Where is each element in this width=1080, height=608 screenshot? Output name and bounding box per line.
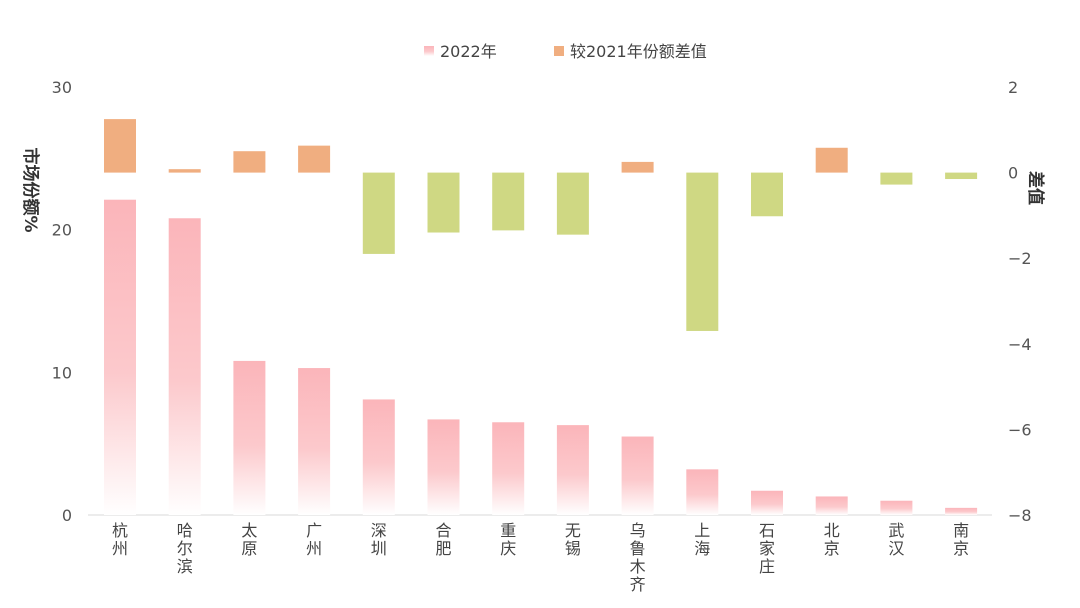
right-tick-label: 0 bbox=[1008, 164, 1018, 183]
category-label: 深圳 bbox=[371, 521, 387, 558]
share-bar bbox=[880, 500, 913, 515]
category-label: 哈尔滨 bbox=[177, 521, 193, 576]
category-label: 乌鲁木齐 bbox=[630, 521, 646, 594]
diff-bar bbox=[233, 151, 266, 173]
right-tick-label: 2 bbox=[1008, 78, 1018, 97]
diff-bar bbox=[880, 172, 913, 185]
right-tick-label: −8 bbox=[1008, 506, 1032, 525]
left-axis: 0 10 20 30 bbox=[52, 78, 72, 525]
share-bars bbox=[104, 199, 978, 515]
category-label: 石家庄 bbox=[759, 521, 775, 576]
share-bar bbox=[751, 490, 783, 515]
left-tick-label: 0 bbox=[62, 506, 72, 525]
share-bar bbox=[104, 199, 136, 515]
diff-bar bbox=[492, 172, 525, 231]
share-bar bbox=[945, 507, 978, 515]
share-bar bbox=[492, 422, 525, 515]
category-label: 杭州 bbox=[112, 521, 128, 558]
right-axis: 2 0 −2 −4 −6 −8 bbox=[1008, 78, 1032, 525]
share-bar bbox=[686, 469, 719, 515]
share-bar bbox=[298, 368, 331, 515]
diff-bar bbox=[104, 119, 136, 173]
diff-bar bbox=[168, 169, 201, 173]
diff-bar bbox=[362, 172, 395, 254]
left-tick-label: 30 bbox=[52, 78, 72, 97]
diff-bar bbox=[751, 172, 783, 217]
diff-bar bbox=[556, 172, 589, 235]
share-bar bbox=[621, 436, 654, 515]
left-tick-label: 20 bbox=[52, 221, 72, 240]
y2-axis-title: 差值 bbox=[1025, 171, 1046, 205]
category-label: 合肥 bbox=[435, 521, 451, 558]
share-bar bbox=[556, 425, 589, 515]
category-label: 重庆 bbox=[500, 521, 516, 558]
diff-bar bbox=[815, 147, 848, 173]
diff-bars bbox=[104, 119, 978, 331]
category-label: 武汉 bbox=[888, 521, 904, 558]
share-bar bbox=[362, 399, 395, 515]
category-label: 北京 bbox=[824, 521, 840, 558]
category-label: 广州 bbox=[306, 521, 322, 558]
share-bar bbox=[233, 360, 266, 515]
legend-swatch-diff bbox=[554, 46, 564, 56]
right-tick-label: −6 bbox=[1008, 420, 1032, 439]
legend: 2022年 较2021年份额差值 bbox=[424, 42, 707, 61]
category-label: 太原 bbox=[241, 521, 257, 558]
diff-bar bbox=[427, 172, 460, 233]
category-label: 上海 bbox=[694, 521, 710, 558]
category-labels: 杭州 哈尔滨 太原 广州 深圳 合肥 重庆 无锡 乌鲁木齐 上海 石家庄 北京 武汉 南京 bbox=[112, 521, 969, 594]
diff-bar bbox=[298, 145, 331, 173]
legend-label-share: 2022年 bbox=[440, 42, 497, 61]
category-label: 南京 bbox=[953, 521, 969, 558]
diff-bar bbox=[686, 172, 719, 331]
y-axis-title: 市场份额% bbox=[20, 147, 41, 232]
legend-label-diff: 较2021年份额差值 bbox=[570, 42, 707, 61]
share-bar bbox=[168, 218, 201, 515]
category-label: 无锡 bbox=[565, 521, 581, 558]
share-bar bbox=[815, 496, 848, 515]
diff-bar bbox=[945, 172, 978, 180]
diff-bar bbox=[621, 161, 654, 173]
right-tick-label: −2 bbox=[1008, 249, 1032, 268]
right-tick-label: −4 bbox=[1008, 335, 1032, 354]
legend-swatch-share bbox=[424, 46, 434, 56]
share-bar bbox=[427, 419, 460, 515]
left-tick-label: 10 bbox=[52, 363, 72, 382]
